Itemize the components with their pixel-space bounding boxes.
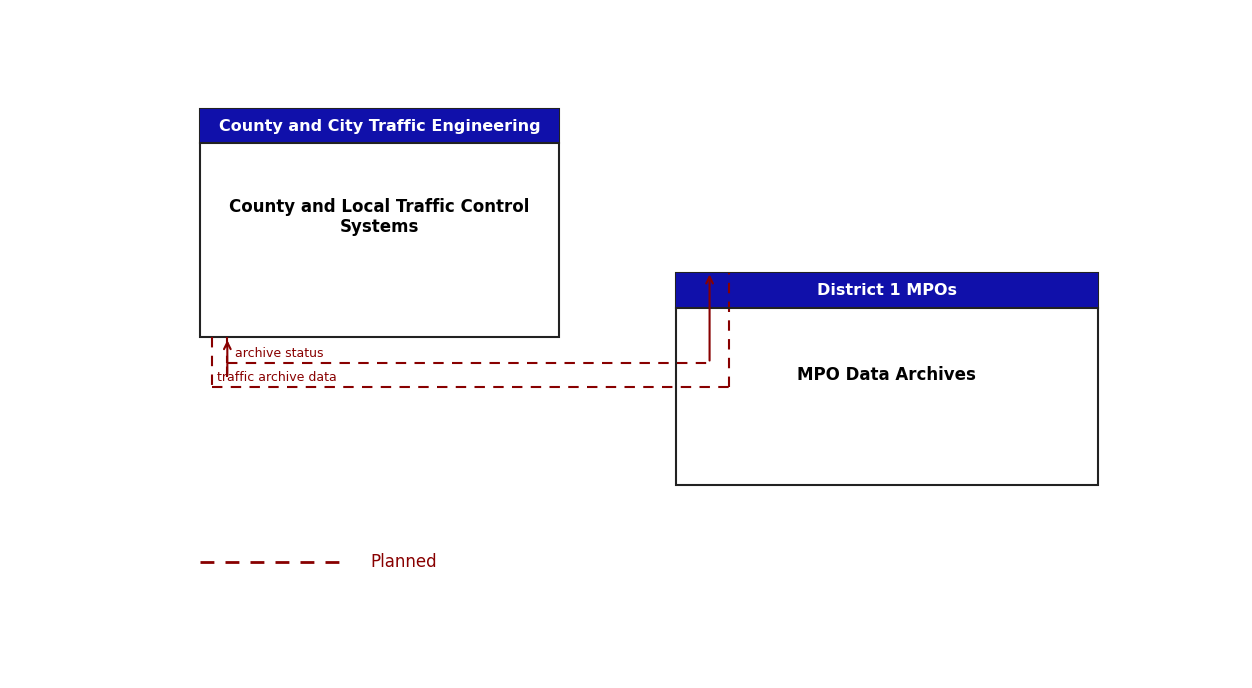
Text: MPO Data Archives: MPO Data Archives [798,366,977,384]
Text: County and City Traffic Engineering: County and City Traffic Engineering [219,119,541,133]
Text: District 1 MPOs: District 1 MPOs [816,283,957,298]
Bar [200,109,560,337]
Bar [676,273,1098,485]
Bar [676,273,1098,308]
Bar [200,109,560,144]
Text: Planned: Planned [371,553,437,571]
Text: County and Local Traffic Control
Systems: County and Local Traffic Control Systems [229,197,530,237]
Text: archive status: archive status [235,347,323,360]
Text: traffic archive data: traffic archive data [217,371,337,384]
